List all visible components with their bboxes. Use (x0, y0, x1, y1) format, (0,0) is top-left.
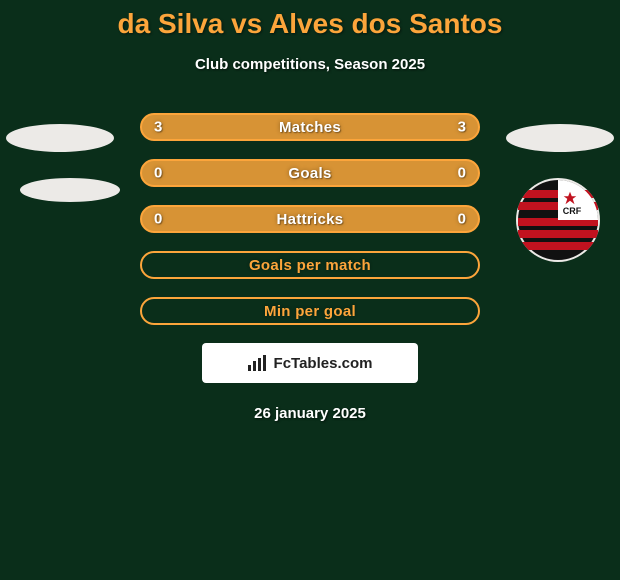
stat-label: Matches (279, 119, 341, 136)
stat-right-value: 0 (458, 165, 466, 182)
stat-left-value: 0 (154, 211, 162, 228)
brand-text: FcTables.com (274, 355, 373, 372)
stat-row-matches: 3 Matches 3 (140, 113, 480, 141)
stat-row-min-per-goal: Min per goal (140, 297, 480, 325)
bar-chart-icon (248, 355, 268, 371)
date-text: 26 january 2025 (0, 405, 620, 422)
stat-row-hattricks: 0 Hattricks 0 (140, 205, 480, 233)
brand-box: FcTables.com (202, 343, 418, 383)
stat-label: Min per goal (264, 303, 356, 320)
comparison-infographic: da Silva vs Alves dos Santos Club compet… (0, 0, 620, 422)
stat-label: Hattricks (277, 211, 344, 228)
stat-right-value: 3 (458, 119, 466, 136)
stat-row-goals: 0 Goals 0 (140, 159, 480, 187)
stat-left-value: 0 (154, 165, 162, 182)
stat-rows: 3 Matches 3 0 Goals 0 0 Hattricks 0 Goal… (0, 113, 620, 325)
stat-label: Goals (288, 165, 331, 182)
page-subtitle: Club competitions, Season 2025 (0, 56, 620, 73)
stat-label: Goals per match (249, 257, 371, 274)
stat-left-value: 3 (154, 119, 162, 136)
stat-row-goals-per-match: Goals per match (140, 251, 480, 279)
stat-right-value: 0 (458, 211, 466, 228)
page-title: da Silva vs Alves dos Santos (0, 0, 620, 40)
